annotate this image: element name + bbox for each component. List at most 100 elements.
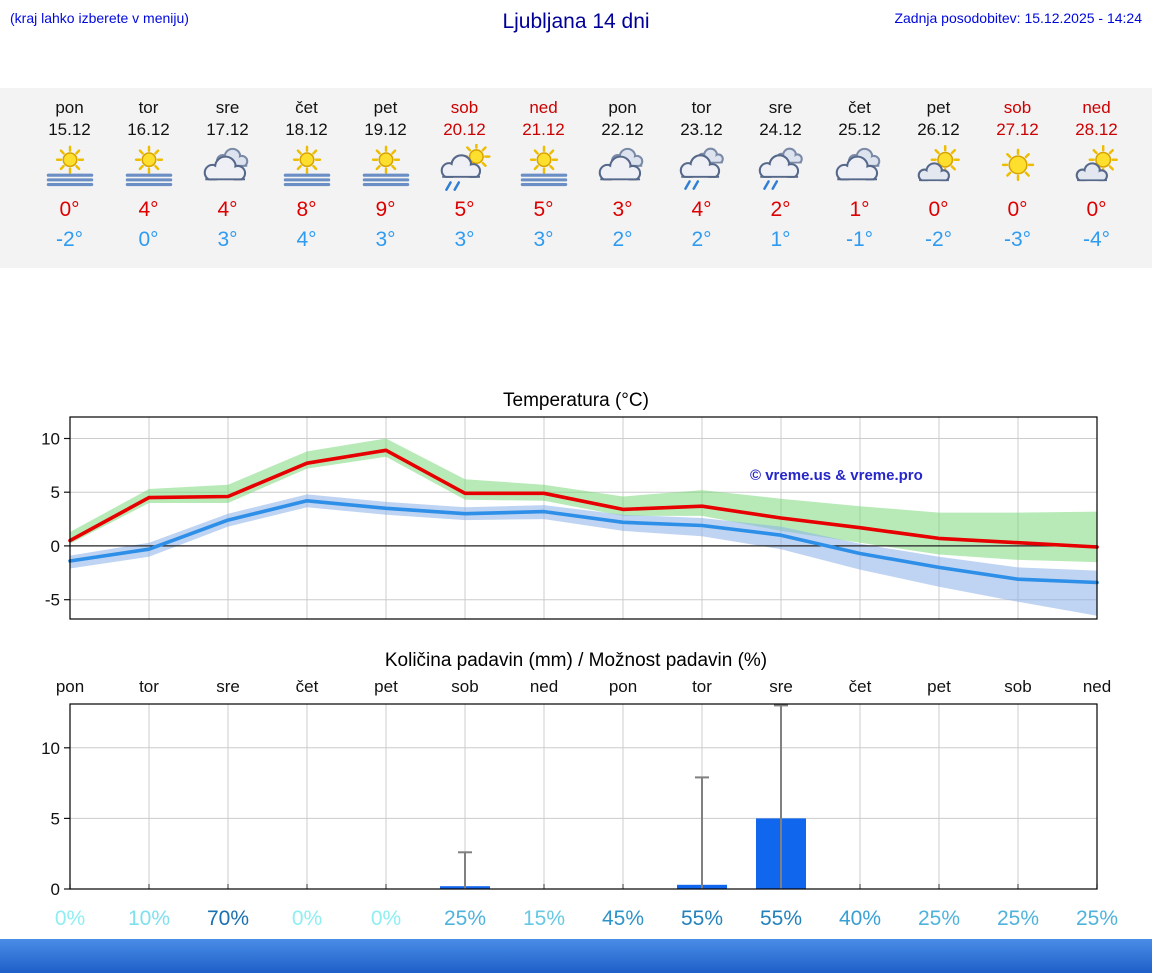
precip-probability-label: 10% — [128, 907, 170, 930]
cloud-rain-icon — [741, 142, 820, 194]
precip-probability-label: 25% — [1076, 907, 1118, 930]
day-name: ned — [529, 98, 558, 117]
day-column: ned 28.12 0° -4° — [1057, 98, 1136, 256]
day-date: 21.12 — [522, 120, 565, 139]
precip-day-label: čet — [849, 677, 872, 696]
day-column: tor 16.12 4° 0° — [109, 98, 188, 256]
day-name: sre — [768, 98, 793, 117]
day-date: 19.12 — [364, 120, 407, 139]
cloudy-icon — [188, 142, 267, 194]
day-name: sob — [1003, 98, 1032, 117]
day-date: 26.12 — [917, 120, 960, 139]
day-high-temp: 9° — [375, 198, 396, 221]
day-low-temp: -3° — [1003, 228, 1032, 251]
day-name: pon — [55, 98, 84, 117]
precip-day-label: pet — [927, 677, 951, 696]
day-low-temp: 3° — [454, 228, 475, 251]
day-column: čet 25.12 1° -1° — [820, 98, 899, 256]
day-column: ned 21.12 5° 3° — [504, 98, 583, 256]
day-date: 20.12 — [443, 120, 486, 139]
day-high-temp: 0° — [59, 198, 80, 221]
day-name: pon — [608, 98, 637, 117]
watermark: © vreme.us & vreme.pro — [750, 467, 923, 484]
day-low-temp: 2° — [612, 228, 633, 251]
day-low-temp: -4° — [1082, 228, 1111, 251]
precip-day-label: sre — [769, 677, 793, 696]
day-column: čet 18.12 8° 4° — [267, 98, 346, 256]
precip-day-label: tor — [692, 677, 712, 696]
day-low-temp: 3° — [217, 228, 238, 251]
fog-sun-icon — [267, 142, 346, 194]
day-date: 22.12 — [601, 120, 644, 139]
day-column: pet 19.12 9° 3° — [346, 98, 425, 256]
forecast-strip: pon 15.12 0° -2° tor 16.12 4° 0° sre 17.12 4° 3° čet… — [0, 88, 1152, 268]
fog-sun-icon — [346, 142, 425, 194]
day-date: 17.12 — [206, 120, 249, 139]
day-low-temp: 3° — [533, 228, 554, 251]
day-low-temp: 2° — [691, 228, 712, 251]
precip-probability-label: 0% — [55, 907, 85, 930]
precip-probability-label: 40% — [839, 907, 881, 930]
day-low-temp: 1° — [770, 228, 791, 251]
day-column: pon 15.12 0° -2° — [30, 98, 109, 256]
day-high-temp: 2° — [770, 198, 791, 221]
svg-text:0: 0 — [51, 880, 60, 899]
day-date: 15.12 — [48, 120, 91, 139]
precip-day-label: ned — [530, 677, 558, 696]
page-title: Ljubljana 14 dni — [502, 10, 650, 33]
svg-text:-5: -5 — [45, 591, 60, 610]
temperature-chart: 10 5 0 -5 © vreme.us & vreme.pro — [0, 414, 1152, 624]
day-name: sob — [450, 98, 479, 117]
day-name: tor — [691, 98, 712, 117]
day-column: sob 27.12 0° -3° — [978, 98, 1057, 256]
precip-probability-label: 15% — [523, 907, 565, 930]
day-column: tor 23.12 4° 2° — [662, 98, 741, 256]
precip-day-label: čet — [296, 677, 319, 696]
sun-cloud-icon — [899, 142, 978, 194]
day-high-temp: 3° — [612, 198, 633, 221]
day-high-temp: 4° — [138, 198, 159, 221]
fog-sun-icon — [30, 142, 109, 194]
svg-text:0: 0 — [51, 537, 60, 556]
day-date: 18.12 — [285, 120, 328, 139]
footer-bar — [0, 939, 1152, 973]
svg-text:5: 5 — [51, 483, 60, 502]
max-temperature-line — [68, 448, 1099, 549]
precip-probability-label: 25% — [918, 907, 960, 930]
day-high-temp: 4° — [691, 198, 712, 221]
day-name: čet — [848, 98, 871, 117]
precip-probability-label: 55% — [760, 907, 802, 930]
day-low-temp: -2° — [55, 228, 84, 251]
sun-cloud-rain-icon — [425, 142, 504, 194]
cloud-rain-icon — [662, 142, 741, 194]
day-date: 23.12 — [680, 120, 723, 139]
page-header: (kraj lahko izberete v meniju) Ljubljana… — [0, 0, 1152, 50]
fog-sun-icon — [109, 142, 188, 194]
day-high-temp: 8° — [296, 198, 317, 221]
precip-day-label: sob — [1004, 677, 1031, 696]
day-name: ned — [1082, 98, 1111, 117]
sunny-icon — [978, 142, 1057, 194]
day-low-temp: 0° — [138, 228, 159, 251]
precip-probability-label: 55% — [681, 907, 723, 930]
temperature-chart-title: Temperatura (°C) — [503, 390, 649, 411]
day-name: sre — [215, 98, 240, 117]
day-column: pet 26.12 0° -2° — [899, 98, 978, 256]
day-high-temp: 0° — [1086, 198, 1107, 221]
day-date: 28.12 — [1075, 120, 1118, 139]
day-low-temp: 4° — [296, 228, 317, 251]
day-high-temp: 5° — [533, 198, 554, 221]
last-update: Zadnja posodobitev: 15.12.2025 - 14:24 — [894, 10, 1142, 26]
min-temperature-line — [68, 499, 1099, 585]
cloudy-icon — [583, 142, 662, 194]
precip-probability-label: 0% — [371, 907, 401, 930]
precip-day-label: sre — [216, 677, 240, 696]
day-low-temp: 3° — [375, 228, 396, 251]
precip-chart-title: Količina padavin (mm) / Možnost padavin … — [384, 650, 768, 671]
day-name: pet — [926, 98, 951, 117]
day-date: 24.12 — [759, 120, 802, 139]
precipitation-chart-svg: pon tor sre čet pet sob ned pon tor sre čet pet sob n… — [41, 677, 1118, 930]
day-name: čet — [295, 98, 318, 117]
day-high-temp: 4° — [217, 198, 238, 221]
